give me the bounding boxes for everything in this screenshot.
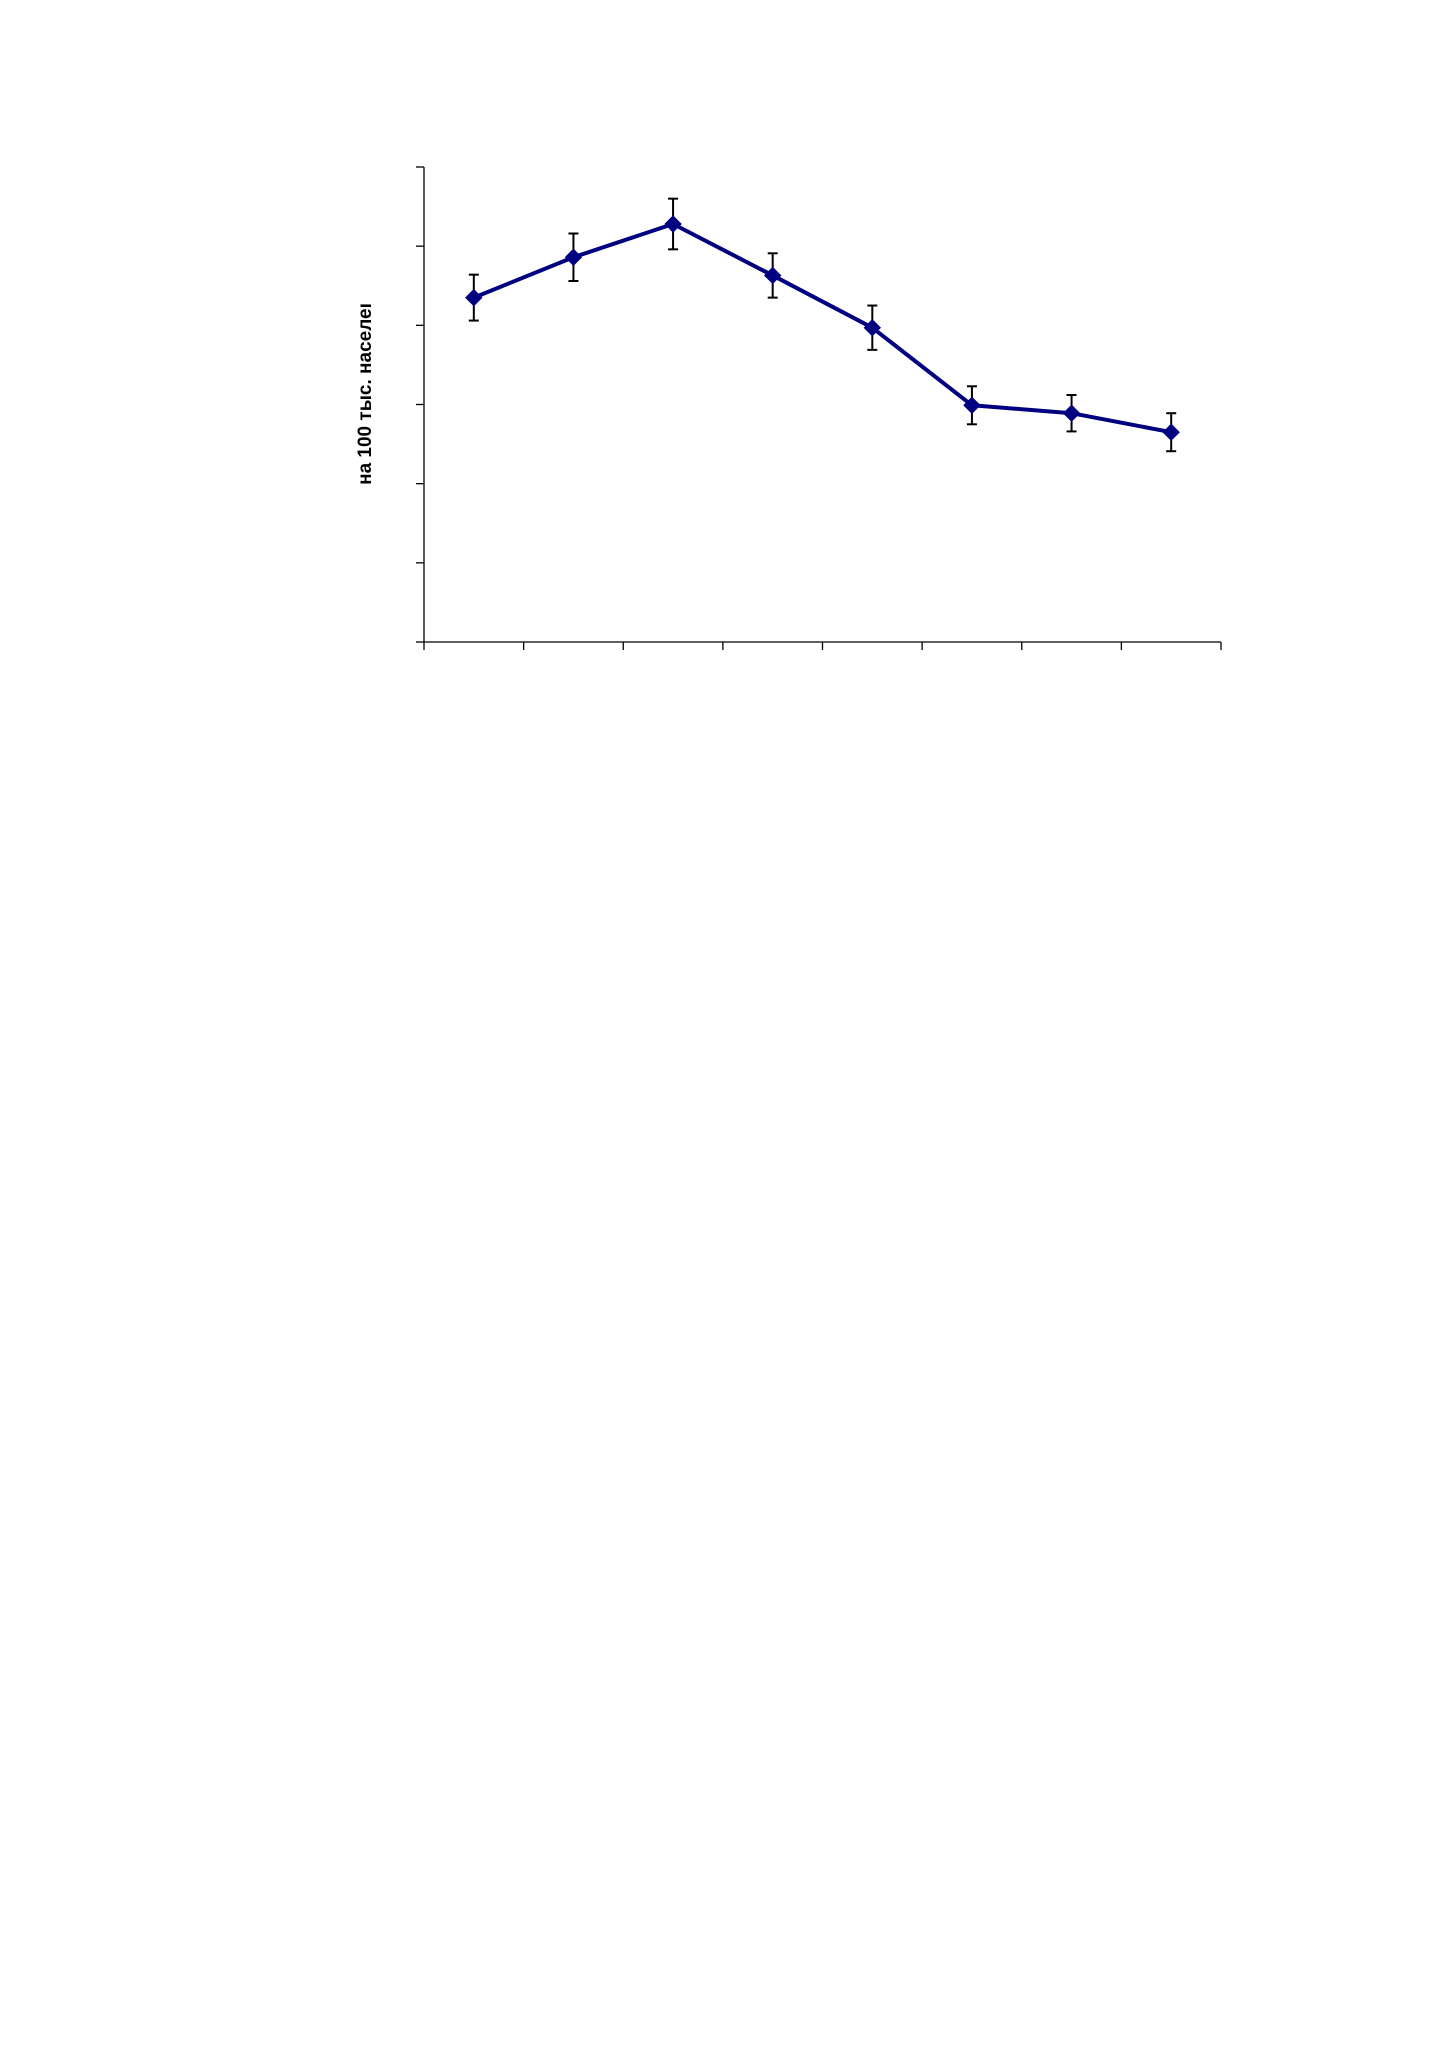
data-point [564, 248, 583, 266]
data-point [763, 266, 782, 285]
data-point [664, 215, 682, 233]
series-line [473, 222, 1172, 435]
series-layer [465, 197, 1180, 453]
data-point [963, 396, 981, 414]
data-point [863, 319, 882, 337]
x-axis [423, 641, 1222, 650]
data-point [465, 288, 483, 307]
y-axis-label: на 100 тыс. населеı [355, 303, 376, 485]
data-point [1162, 423, 1180, 441]
y-axis [416, 166, 425, 643]
data-point [1062, 404, 1081, 422]
